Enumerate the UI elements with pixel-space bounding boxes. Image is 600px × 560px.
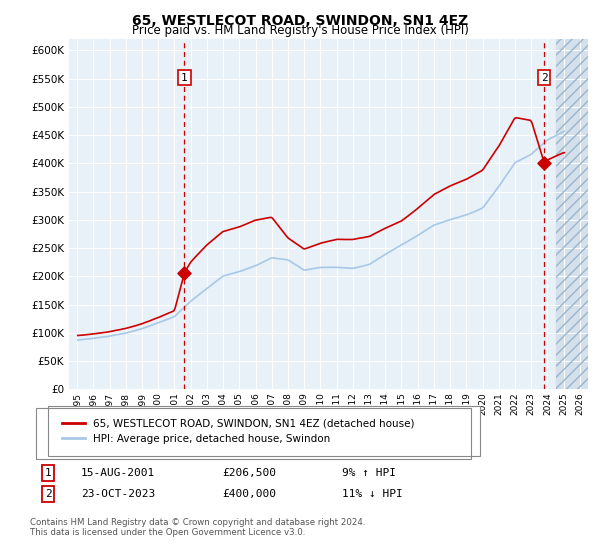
Text: Price paid vs. HM Land Registry's House Price Index (HPI): Price paid vs. HM Land Registry's House … xyxy=(131,24,469,37)
Point xyxy=(539,159,549,168)
Text: 9% ↑ HPI: 9% ↑ HPI xyxy=(342,468,396,478)
FancyBboxPatch shape xyxy=(48,406,480,456)
Text: Contains HM Land Registry data © Crown copyright and database right 2024.
This d: Contains HM Land Registry data © Crown c… xyxy=(30,518,365,538)
Text: 2: 2 xyxy=(44,489,52,499)
Text: 23-OCT-2023: 23-OCT-2023 xyxy=(81,489,155,499)
Text: 65, WESTLECOT ROAD, SWINDON, SN1 4EZ: 65, WESTLECOT ROAD, SWINDON, SN1 4EZ xyxy=(132,14,468,28)
Text: £400,000: £400,000 xyxy=(222,489,276,499)
Point xyxy=(179,268,189,277)
Bar xyxy=(556,39,588,389)
Text: £206,500: £206,500 xyxy=(222,468,276,478)
Legend: 65, WESTLECOT ROAD, SWINDON, SN1 4EZ (detached house), HPI: Average price, detac: 65, WESTLECOT ROAD, SWINDON, SN1 4EZ (de… xyxy=(58,414,419,448)
Text: 1: 1 xyxy=(44,468,52,478)
Text: 1: 1 xyxy=(181,73,188,83)
Text: 11% ↓ HPI: 11% ↓ HPI xyxy=(342,489,403,499)
Text: 2: 2 xyxy=(541,73,548,83)
Text: 15-AUG-2001: 15-AUG-2001 xyxy=(81,468,155,478)
Bar xyxy=(556,39,588,389)
